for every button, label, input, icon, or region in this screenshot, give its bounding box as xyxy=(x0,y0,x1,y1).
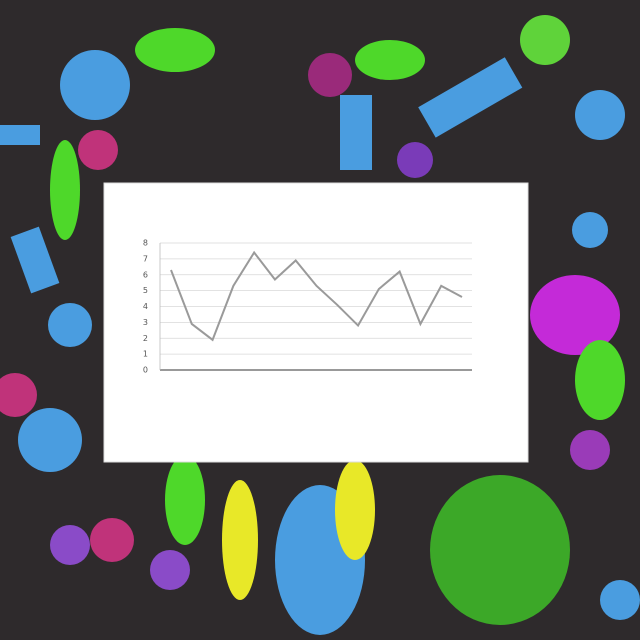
y-tick-label: 7 xyxy=(143,254,148,263)
plot: 0 1 2 3 4 5 6 7 8 xyxy=(143,239,472,375)
decoration xyxy=(0,15,640,635)
y-tick-label: 1 xyxy=(143,350,148,359)
y-tick-label: 2 xyxy=(143,334,148,343)
y-tick-label: 5 xyxy=(143,286,148,295)
y-tick-label: 0 xyxy=(143,366,148,375)
y-tick-label: 3 xyxy=(143,318,148,327)
line-series xyxy=(170,250,463,342)
y-tick-label: 4 xyxy=(143,302,148,311)
y-tick-label: 6 xyxy=(143,270,148,279)
y-tick-label: 8 xyxy=(143,239,148,248)
